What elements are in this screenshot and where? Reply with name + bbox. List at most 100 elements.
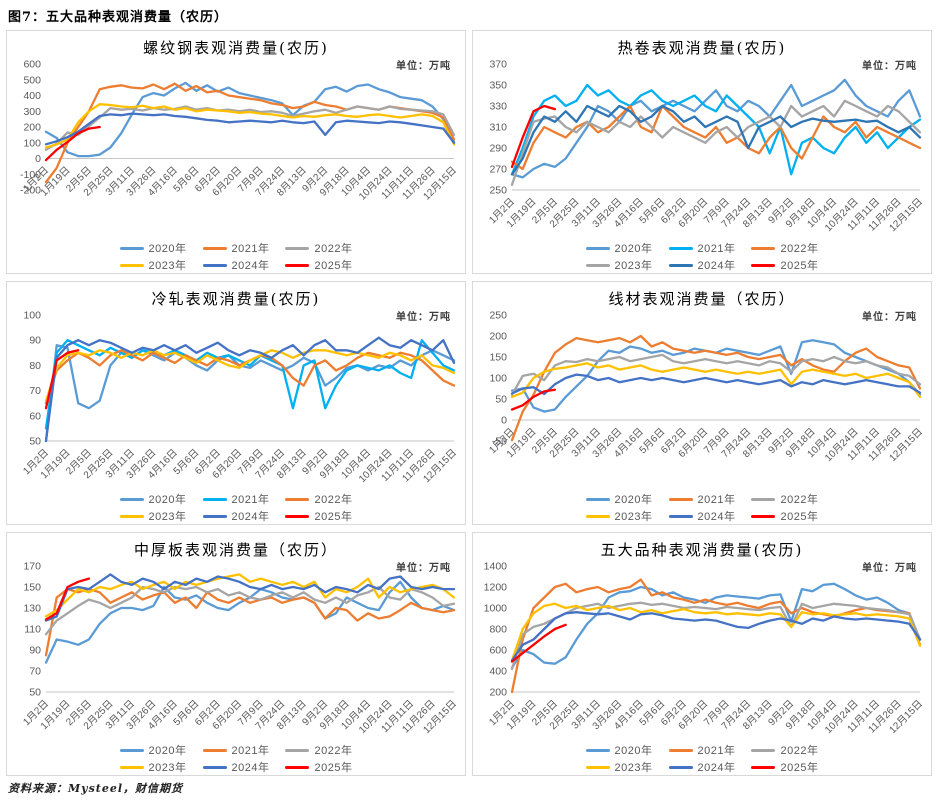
legend-item-2020年: 2020年 xyxy=(585,491,653,507)
legend-swatch xyxy=(668,765,693,769)
legend-label: 2022年 xyxy=(314,745,353,757)
legend-item-2020年: 2020年 xyxy=(119,742,187,758)
legend-swatch xyxy=(668,748,693,752)
legend-label: 2020年 xyxy=(614,243,653,255)
legend-swatch xyxy=(119,497,144,501)
legend-label: 2022年 xyxy=(780,243,819,255)
svg-text:250: 250 xyxy=(489,310,507,322)
legend-row: 2020年 2021年 2022年 xyxy=(119,742,353,758)
legend-swatch xyxy=(751,246,776,250)
svg-text:200: 200 xyxy=(489,687,507,699)
legend-swatch xyxy=(119,748,144,752)
legend-swatch xyxy=(202,514,227,518)
svg-text:200: 200 xyxy=(489,331,507,343)
legend-label: 2024年 xyxy=(697,260,736,272)
legend-row: 2023年 2024年 2025年 xyxy=(119,257,353,273)
legend-item-2024年: 2024年 xyxy=(202,759,270,775)
chart-grid: 螺纹钢表观消费量(农历) 单位：万吨 600 500 400 300 200 100 0 -1… xyxy=(6,30,932,776)
svg-text:600: 600 xyxy=(23,59,41,71)
legend-item-2021年: 2021年 xyxy=(668,491,736,507)
legend-swatch xyxy=(751,497,776,501)
chart-title: 热卷表观消费量(农历) xyxy=(617,39,787,57)
svg-text:500: 500 xyxy=(23,74,41,86)
legend: 2020年 2021年 2022年 2023年 2024年 2025年 xyxy=(476,240,928,273)
legend-row: 2023年 2024年 2025年 xyxy=(119,508,353,524)
svg-text:60: 60 xyxy=(29,410,41,422)
svg-text:330: 330 xyxy=(489,101,507,113)
legend-swatch xyxy=(285,765,310,769)
svg-text:50: 50 xyxy=(29,687,41,699)
legend-label: 2020年 xyxy=(614,745,653,757)
legend-item-2022年: 2022年 xyxy=(285,742,352,758)
legend-swatch xyxy=(751,263,776,267)
svg-text:150: 150 xyxy=(489,352,507,364)
legend-swatch xyxy=(751,514,776,518)
legend-label: 2023年 xyxy=(614,762,653,774)
chart-canvas-total: 1400120010008006004002001月2日1月19日2月5日2月2… xyxy=(484,561,925,736)
legend-row: 2023年 2024年 2025年 xyxy=(119,759,353,775)
unit-label: 单位：万吨 xyxy=(396,61,451,72)
legend-label: 2020年 xyxy=(148,494,187,506)
legend-item-2023年: 2023年 xyxy=(119,508,187,524)
legend-label: 2025年 xyxy=(780,260,819,272)
svg-text:0: 0 xyxy=(35,153,41,165)
legend: 2020年 2021年 2022年 2023年 2024年 2025年 xyxy=(10,240,462,273)
legend-row: 2020年 2021年 2022年 xyxy=(585,491,819,507)
legend-item-2023年: 2023年 xyxy=(119,759,187,775)
chart-title: 五大品种表观消费量(农历) xyxy=(600,541,804,559)
legend-item-2022年: 2022年 xyxy=(285,240,352,256)
svg-text:250: 250 xyxy=(489,185,507,197)
unit-label: 单位：万吨 xyxy=(396,312,451,323)
legend: 2020年 2021年 2022年 2023年 2024年 2025年 xyxy=(10,742,462,775)
legend-item-2023年: 2023年 xyxy=(585,257,653,273)
chart-title: 螺纹钢表观消费量(农历) xyxy=(143,39,329,57)
legend-swatch xyxy=(202,246,227,250)
legend-swatch xyxy=(285,263,310,267)
legend-swatch xyxy=(202,765,227,769)
unit-label: 单位：万吨 xyxy=(862,563,917,574)
chart-canvas-hrc: 3703503303102902702501月2日1月19日2月5日2月25日3… xyxy=(487,59,925,234)
legend-label: 2023年 xyxy=(148,511,187,523)
legend-item-2022年: 2022年 xyxy=(751,491,818,507)
legend-row: 2023年 2024年 2025年 xyxy=(585,257,819,273)
legend-label: 2021年 xyxy=(697,243,736,255)
legend-label: 2022年 xyxy=(780,745,819,757)
legend-item-2022年: 2022年 xyxy=(285,491,352,507)
legend-item-2024年: 2024年 xyxy=(202,508,270,524)
svg-text:200: 200 xyxy=(23,122,41,134)
legend-label: 2025年 xyxy=(780,511,819,523)
chart-panel-rebar: 螺纹钢表观消费量(农历) 单位：万吨 600 500 400 300 200 100 0 -1… xyxy=(6,30,466,274)
svg-text:-200: -200 xyxy=(20,185,41,197)
svg-text:350: 350 xyxy=(489,80,507,92)
legend-label: 2025年 xyxy=(314,260,353,272)
legend-swatch xyxy=(585,246,610,250)
legend-item-2025年: 2025年 xyxy=(751,508,818,524)
unit-label: 单位：万吨 xyxy=(862,61,917,72)
legend-label: 2020年 xyxy=(148,745,187,757)
legend-item-2025年: 2025年 xyxy=(751,759,818,775)
svg-text:170: 170 xyxy=(23,561,41,573)
svg-text:1000: 1000 xyxy=(484,603,508,615)
legend-swatch xyxy=(585,765,610,769)
svg-text:130: 130 xyxy=(23,603,41,615)
legend-item-2023年: 2023年 xyxy=(585,508,653,524)
svg-text:-50: -50 xyxy=(492,436,507,448)
legend-swatch xyxy=(668,497,693,501)
legend-swatch xyxy=(119,263,144,267)
svg-text:-100: -100 xyxy=(20,169,41,181)
svg-text:300: 300 xyxy=(23,106,41,118)
svg-text:50: 50 xyxy=(29,436,41,448)
chart-panel-hrc: 热卷表观消费量(农历) 单位：万吨 370 350 330 310 290 270 250 1… xyxy=(472,30,932,274)
chart-title: 线材表观消费量（农历） xyxy=(608,290,796,308)
legend-swatch xyxy=(585,263,610,267)
svg-text:370: 370 xyxy=(489,59,507,71)
legend-row: 2020年 2021年 2022年 xyxy=(585,742,819,758)
svg-text:100: 100 xyxy=(489,373,507,385)
legend-swatch xyxy=(119,514,144,518)
legend-swatch xyxy=(202,263,227,267)
svg-text:90: 90 xyxy=(29,645,41,657)
chart-canvas-rebar: 6005004003002001000-100-2001月2日1月19日2月5日… xyxy=(20,59,459,203)
chart-panel-total: 五大品种表观消费量(农历) 单位：万吨 1400 1200 1000 800 600 40… xyxy=(472,532,932,776)
legend-swatch xyxy=(202,748,227,752)
legend-label: 2021年 xyxy=(231,745,270,757)
